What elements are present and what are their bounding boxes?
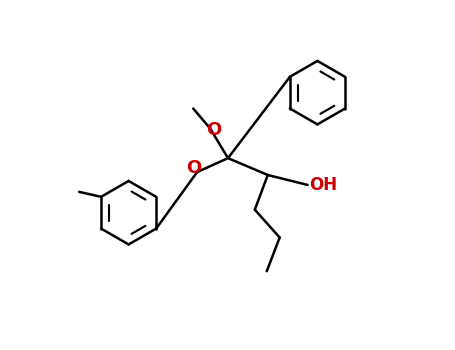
Text: O: O xyxy=(187,159,202,177)
Text: OH: OH xyxy=(309,176,338,194)
Text: O: O xyxy=(207,121,222,139)
